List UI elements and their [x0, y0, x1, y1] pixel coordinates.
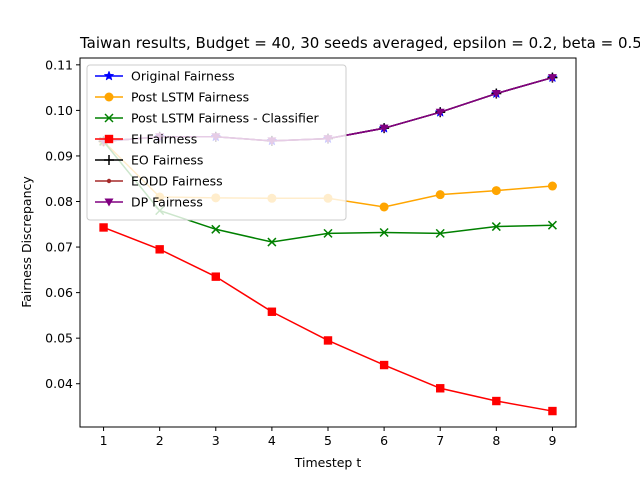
legend-entry: EODD Fairness — [95, 174, 223, 189]
data-point — [379, 202, 389, 212]
y-tick-label: 0.04 — [45, 376, 73, 391]
legend-marker — [104, 155, 114, 165]
data-point — [435, 190, 445, 200]
data-point — [99, 223, 108, 232]
y-tick-label: 0.05 — [45, 331, 73, 346]
x-tick-label: 4 — [268, 433, 276, 448]
data-point — [547, 181, 557, 191]
legend-marker — [104, 113, 114, 123]
y-tick-label: 0.09 — [45, 148, 73, 163]
y-tick-label: 0.06 — [45, 285, 73, 300]
x-tick-label: 8 — [492, 433, 500, 448]
marker-stroke — [435, 228, 445, 238]
data-point — [435, 228, 445, 238]
data-point — [491, 222, 501, 232]
chart-title: Taiwan results, Budget = 40, 30 seeds av… — [79, 34, 640, 52]
legend: Original Fairness Post LSTM Fairness Post … — [86, 64, 347, 221]
marker-stroke — [547, 220, 557, 230]
legend-label: EODD Fairness — [131, 174, 223, 189]
data-point — [323, 228, 333, 238]
legend-label: EO Fairness — [131, 153, 203, 168]
legend-entry: DP Fairness — [95, 195, 203, 210]
legend-entry: EO Fairness — [95, 153, 203, 168]
data-point — [492, 396, 501, 406]
x-axis-label: Timestep t — [294, 455, 362, 470]
legend-marker — [104, 92, 114, 102]
marker-stroke — [104, 113, 114, 123]
legend-label: EI Fairness — [131, 132, 197, 147]
data-point — [211, 272, 220, 281]
marker-stroke — [211, 224, 221, 234]
legend-label: Post LSTM Fairness - Classifier — [131, 111, 320, 126]
data-point — [435, 108, 445, 117]
legend-marker — [106, 178, 112, 184]
legend-label: Post LSTM Fairness — [131, 90, 249, 105]
marker-stroke — [267, 237, 277, 247]
legend-marker — [103, 70, 115, 81]
legend-marker — [104, 134, 114, 144]
y-axis: 0.04 0.05 0.06 0.07 0.08 0.09 0.10 0.11 — [45, 57, 80, 391]
x-tick-label: 7 — [436, 433, 444, 448]
x-tick-label: 2 — [156, 433, 164, 448]
y-tick-label: 0.08 — [45, 194, 73, 209]
x-tick-label: 3 — [212, 433, 220, 448]
data-point — [267, 237, 277, 247]
y-axis-label: Fairness Discrepancy — [19, 176, 34, 308]
y-tick-label: 0.11 — [45, 57, 73, 72]
series-4 — [99, 223, 557, 416]
legend-entry: Original Fairness — [95, 69, 235, 84]
legend-entry: Post LSTM Fairness - Classifier — [95, 111, 320, 126]
data-point — [379, 227, 389, 238]
x-tick-label: 9 — [548, 433, 556, 448]
legend-label: Original Fairness — [131, 69, 235, 84]
data-point — [211, 224, 221, 234]
data-point — [547, 74, 557, 83]
x-tick-label: 5 — [324, 433, 332, 448]
legend-entry: Post LSTM Fairness — [95, 90, 249, 105]
marker-stroke — [491, 222, 501, 232]
data-point — [491, 90, 501, 99]
data-point — [548, 406, 557, 416]
y-tick-label: 0.07 — [45, 240, 73, 255]
legend-label: DP Fairness — [131, 195, 203, 210]
marker-stroke — [323, 228, 333, 238]
legend-box — [86, 64, 347, 221]
data-point — [267, 307, 277, 316]
legend-marker — [104, 198, 114, 207]
data-point — [323, 336, 333, 345]
data-point — [155, 245, 164, 254]
data-point — [547, 220, 557, 230]
x-axis: 1 2 3 4 5 6 7 8 9 — [100, 427, 556, 448]
x-tick-label: 1 — [100, 433, 108, 448]
legend-entry: EI Fairness — [95, 132, 197, 147]
data-point — [379, 360, 389, 370]
data-point — [379, 124, 389, 133]
x-tick-label: 6 — [380, 433, 388, 448]
data-point — [491, 186, 501, 196]
data-point — [436, 384, 445, 393]
marker-stroke — [379, 227, 389, 238]
y-tick-label: 0.10 — [45, 103, 73, 118]
